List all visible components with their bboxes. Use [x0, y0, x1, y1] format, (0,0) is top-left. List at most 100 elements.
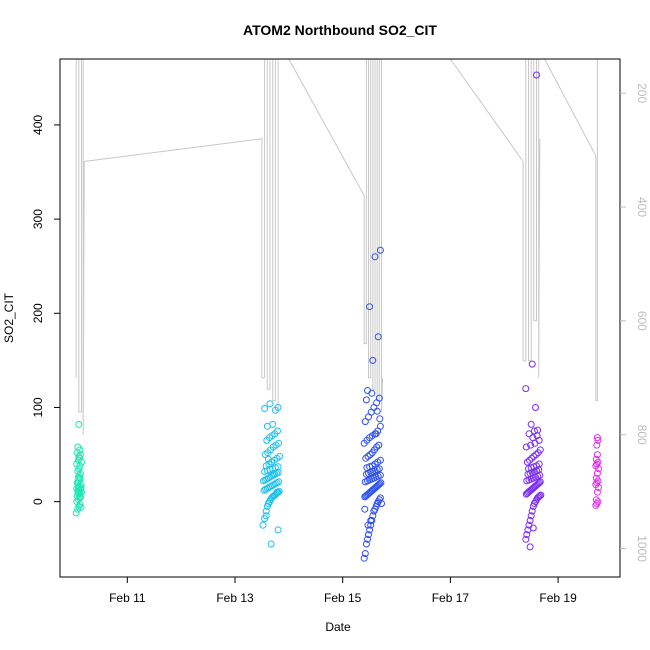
- data-point: [269, 420, 277, 428]
- data-point: [376, 422, 384, 430]
- data-point: [377, 479, 385, 487]
- data-point: [535, 460, 543, 468]
- data-point: [534, 480, 542, 488]
- data-point: [362, 396, 370, 404]
- data-point: [532, 404, 539, 411]
- data-point: [376, 456, 384, 464]
- data-point: [528, 507, 536, 515]
- y-tick-label: 100: [31, 397, 45, 417]
- data-point: [259, 521, 267, 529]
- data-point: [371, 253, 379, 261]
- y2-tick-label: 200: [635, 83, 649, 103]
- data-point: [276, 452, 284, 460]
- y2-tick-label: 600: [635, 311, 649, 331]
- data-point: [361, 418, 369, 426]
- data-point: [375, 465, 383, 473]
- data-point: [361, 550, 369, 557]
- altitude-line-3: [544, 59, 598, 401]
- data-point: [534, 426, 542, 434]
- data-point: [592, 496, 600, 504]
- x-tick-label: Feb 17: [432, 591, 470, 605]
- data-point: [537, 491, 545, 499]
- data-point: [261, 404, 269, 412]
- data-point: [367, 517, 375, 524]
- data-point: [528, 360, 536, 368]
- data-point: [274, 427, 281, 435]
- data-point: [274, 463, 282, 471]
- data-point: [523, 531, 531, 539]
- data-point: [364, 387, 371, 394]
- data-point: [275, 439, 283, 447]
- data-point: [270, 469, 278, 477]
- data-point: [535, 493, 543, 501]
- data-point: [373, 407, 381, 415]
- data-point: [372, 430, 380, 438]
- x-tick-label: Feb 11: [109, 591, 146, 605]
- data-point: [362, 454, 370, 462]
- altitude-line-2: [449, 59, 541, 378]
- plot-frame: [59, 58, 621, 578]
- data-point: [592, 474, 600, 482]
- data-point: [376, 415, 384, 423]
- data-point: [369, 356, 377, 364]
- y2-tick-label: 800: [635, 425, 649, 445]
- data-point: [76, 474, 84, 482]
- data-point: [593, 488, 601, 496]
- data-point: [593, 451, 601, 459]
- data-point: [264, 455, 272, 463]
- data-point: [593, 500, 601, 507]
- data-point: [529, 434, 537, 442]
- data-point: [72, 509, 80, 517]
- data-point: [376, 246, 384, 254]
- altitude-line-0: [75, 59, 279, 435]
- y-tick-label: 400: [31, 115, 45, 135]
- y2-tick-label: 400: [635, 197, 649, 217]
- data-point: [275, 478, 283, 486]
- data-point: [526, 456, 533, 464]
- y2-tick-label: 1000: [635, 535, 649, 562]
- altitude-trace: [75, 59, 598, 435]
- y2-axis: 200 400 600 800 1000: [620, 83, 649, 562]
- x-tick-label: Feb 13: [216, 591, 254, 605]
- data-point: [364, 535, 371, 543]
- altitude-line-1: [288, 59, 383, 412]
- data-point: [535, 479, 543, 487]
- data-point: [362, 540, 370, 548]
- data-point: [75, 452, 83, 460]
- data-point: [527, 441, 535, 449]
- data-point: [376, 480, 384, 488]
- x-tick-label: Feb 15: [324, 591, 362, 605]
- y-tick-label: 200: [31, 303, 45, 323]
- data-point: [375, 441, 383, 449]
- y-tick-label: 300: [31, 209, 45, 229]
- data-point: [367, 521, 375, 529]
- data-point: [267, 540, 275, 548]
- data-point: [73, 460, 81, 468]
- data-point: [527, 420, 535, 428]
- data-point: [536, 492, 544, 500]
- data-point: [264, 500, 272, 507]
- data-point: [530, 452, 538, 460]
- data-point: [593, 441, 601, 449]
- data-point: [375, 481, 383, 489]
- y-axis-title: SO2_CIT: [2, 292, 16, 343]
- data-point: [594, 498, 602, 506]
- data-point: [366, 451, 374, 459]
- data-point: [360, 554, 368, 562]
- x-axis-title: Date: [325, 620, 351, 634]
- data-point: [365, 531, 372, 539]
- chart-title: ATOM2 Northbound SO2_CIT: [243, 22, 437, 38]
- data-point: [368, 389, 376, 397]
- data-point: [529, 524, 537, 532]
- data-point: [526, 517, 534, 524]
- data-point: [374, 333, 382, 341]
- data-point: [271, 406, 279, 414]
- data-point: [532, 451, 540, 459]
- data-point: [522, 535, 530, 543]
- data-point: [526, 543, 534, 551]
- data-point: [262, 507, 270, 515]
- data-point: [530, 500, 538, 507]
- x-axis: Feb 11 Feb 13 Feb 15 Feb 17 Feb 19: [109, 577, 577, 605]
- data-point: [530, 427, 538, 435]
